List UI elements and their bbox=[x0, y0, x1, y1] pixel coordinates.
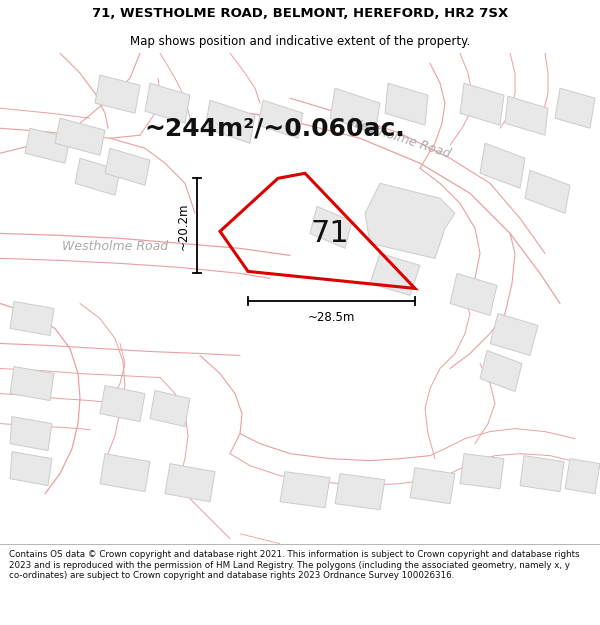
Text: Westholme Road: Westholme Road bbox=[62, 240, 168, 253]
Polygon shape bbox=[75, 158, 120, 195]
Polygon shape bbox=[55, 118, 105, 155]
Text: Westholme Road: Westholme Road bbox=[347, 116, 452, 161]
Polygon shape bbox=[150, 391, 190, 427]
Polygon shape bbox=[310, 206, 352, 248]
Polygon shape bbox=[460, 454, 504, 489]
Polygon shape bbox=[10, 366, 54, 401]
Polygon shape bbox=[525, 170, 570, 213]
Polygon shape bbox=[365, 183, 455, 258]
Polygon shape bbox=[385, 83, 428, 125]
Polygon shape bbox=[490, 314, 538, 356]
Polygon shape bbox=[410, 468, 455, 504]
Text: ~20.2m: ~20.2m bbox=[176, 202, 190, 249]
Polygon shape bbox=[335, 474, 385, 510]
Text: Contains OS data © Crown copyright and database right 2021. This information is : Contains OS data © Crown copyright and d… bbox=[9, 550, 580, 580]
Polygon shape bbox=[25, 128, 70, 163]
Polygon shape bbox=[555, 88, 595, 128]
Polygon shape bbox=[280, 472, 330, 508]
Polygon shape bbox=[450, 273, 497, 316]
Polygon shape bbox=[330, 88, 380, 133]
Text: Map shows position and indicative extent of the property.: Map shows position and indicative extent… bbox=[130, 35, 470, 48]
Polygon shape bbox=[10, 417, 52, 451]
Polygon shape bbox=[565, 459, 600, 494]
Polygon shape bbox=[205, 100, 255, 143]
Polygon shape bbox=[100, 454, 150, 492]
Text: ~244m²/~0.060ac.: ~244m²/~0.060ac. bbox=[145, 116, 406, 140]
Text: 71: 71 bbox=[311, 219, 349, 248]
Polygon shape bbox=[95, 75, 140, 113]
Text: ~28.5m: ~28.5m bbox=[308, 311, 355, 324]
Polygon shape bbox=[258, 100, 303, 138]
Polygon shape bbox=[10, 301, 54, 336]
Polygon shape bbox=[105, 148, 150, 185]
Text: 71, WESTHOLME ROAD, BELMONT, HEREFORD, HR2 7SX: 71, WESTHOLME ROAD, BELMONT, HEREFORD, H… bbox=[92, 7, 508, 20]
Polygon shape bbox=[370, 253, 420, 296]
Polygon shape bbox=[10, 452, 52, 486]
Polygon shape bbox=[480, 143, 525, 188]
Polygon shape bbox=[505, 96, 548, 135]
Polygon shape bbox=[100, 386, 145, 422]
Polygon shape bbox=[520, 456, 564, 492]
Polygon shape bbox=[460, 83, 504, 125]
Polygon shape bbox=[145, 83, 190, 123]
Polygon shape bbox=[480, 351, 522, 391]
Polygon shape bbox=[165, 464, 215, 502]
